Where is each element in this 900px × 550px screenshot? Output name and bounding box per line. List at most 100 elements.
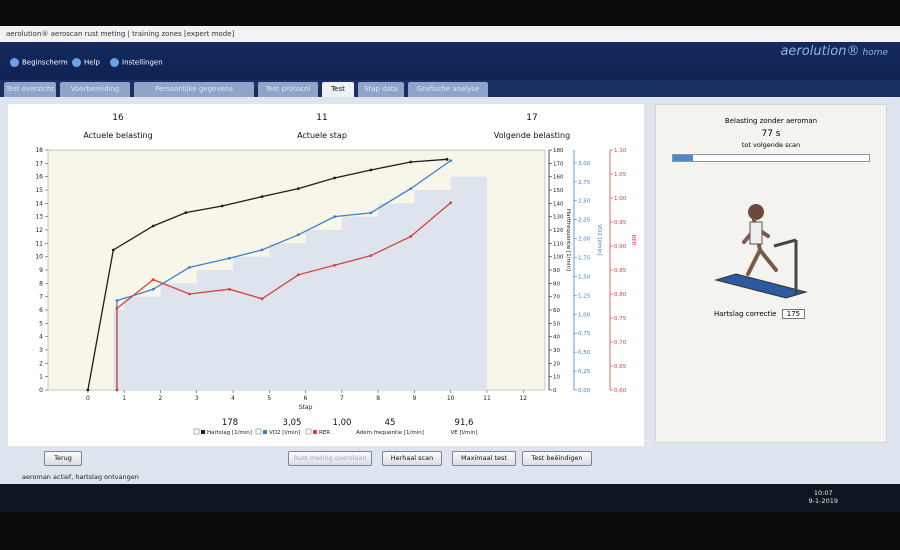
load-step <box>113 310 125 390</box>
button[interactable]: Maximaal test <box>452 451 516 466</box>
series-point <box>369 254 373 257</box>
axis-tick-label: 0,50 <box>578 350 591 356</box>
series-point <box>220 204 224 208</box>
x-tick-label: 11 <box>483 395 491 402</box>
axis-tick-label: 120 <box>553 228 564 234</box>
y-tick-label: 12 <box>35 227 43 234</box>
tab[interactable]: Test overzicht <box>4 82 56 97</box>
button[interactable]: Herhaal scan <box>382 451 442 466</box>
y-tick-label: 13 <box>35 214 43 221</box>
y-tick-label: 1 <box>39 374 43 381</box>
hr-correction-input[interactable]: 175 <box>781 309 806 319</box>
panel-title: Belasting zonder aeroman <box>724 117 818 125</box>
y-tick-label: 5 <box>39 320 43 327</box>
stat-value: 17 <box>526 113 538 123</box>
y-tick-label: 4 <box>39 334 43 341</box>
stat: 16 Actuele belasting <box>58 113 178 140</box>
series-point <box>296 233 300 237</box>
tab[interactable]: Voorbereiding <box>60 82 130 97</box>
axis-tick-label: 1,00 <box>614 196 627 202</box>
y-tick-label: 0 <box>39 387 43 394</box>
y-tick-label: 6 <box>39 307 43 314</box>
y-tick-label: 3 <box>39 347 43 354</box>
axis-tick-label: 3,00 <box>578 161 591 167</box>
series-point <box>409 187 413 191</box>
y-tick-label: 15 <box>35 187 43 194</box>
button[interactable]: Terug <box>44 451 82 466</box>
axis-tick-label: 2,00 <box>578 237 591 243</box>
toolbar-settings[interactable]: Instellingen <box>110 58 163 67</box>
tab[interactable]: Stap data <box>358 82 404 97</box>
toolbar-beginscherm[interactable]: Beginscherm <box>10 58 68 67</box>
y-tick-label: 16 <box>35 174 43 181</box>
stat-value: 11 <box>316 113 328 123</box>
readout-value: 1,00 <box>333 418 352 428</box>
load-step <box>378 203 415 390</box>
series-point <box>227 287 231 291</box>
readout-value: 91,6 <box>455 418 474 428</box>
axis-tick-label: 2,75 <box>578 180 591 186</box>
axis-tick-label: 0 <box>553 388 557 394</box>
series-point <box>449 201 453 205</box>
brand-suffix: home <box>862 48 888 58</box>
clock: 10:07 9-1-2019 <box>808 489 838 505</box>
series-point <box>151 224 155 228</box>
x-tick-label: 3 <box>195 395 199 402</box>
load-step <box>341 216 379 390</box>
series-point <box>369 168 373 172</box>
series-point <box>151 287 155 291</box>
series-point <box>333 176 336 180</box>
series-point <box>409 235 413 238</box>
series-point <box>115 299 119 303</box>
window-title: aerolution® aeroscan rust meting | train… <box>0 26 900 42</box>
axis-label: Hartfrequentie [1/min] <box>565 209 571 271</box>
load-step <box>233 256 270 390</box>
stat-label: Volgende belasting <box>493 131 571 140</box>
x-tick-label: 9 <box>412 395 416 402</box>
readout-value: 45 <box>385 418 396 428</box>
tab[interactable]: Grafische analyse <box>408 82 488 97</box>
tab-active[interactable]: Test <box>322 82 354 97</box>
x-tick-label: 2 <box>159 395 163 402</box>
y-tick-label: 7 <box>39 294 43 301</box>
button[interactable]: Test beëindigen <box>522 451 592 466</box>
countdown: 77 s <box>761 129 781 139</box>
y-tick-label: 18 <box>35 147 43 154</box>
axis-tick-label: 0,70 <box>614 340 627 346</box>
axis-tick-label: 60 <box>553 308 560 314</box>
axis-tick-label: 0,85 <box>614 268 627 274</box>
brand: aerolution® home <box>780 44 888 59</box>
y-tick-label: 10 <box>35 254 43 261</box>
axis-tick-label: 100 <box>553 255 564 261</box>
legend-label: VO2 [l/min] <box>269 430 300 436</box>
axis-tick-label: 10 <box>553 375 560 381</box>
axis-tick-label: 90 <box>553 268 560 274</box>
load-step <box>124 296 161 390</box>
toolbar-help[interactable]: Help <box>72 58 100 67</box>
axis-label: VO2 [l/min] <box>596 224 602 255</box>
series-point <box>188 265 191 269</box>
label: Instellingen <box>122 58 163 67</box>
legend-checkbox <box>193 428 200 435</box>
y-tick-label: 8 <box>39 280 43 287</box>
axis-tick-label: 1,25 <box>578 293 591 299</box>
load-step <box>269 243 306 390</box>
tab[interactable]: Test protocol <box>258 82 318 97</box>
x-tick-label: 4 <box>231 395 235 402</box>
label: Help <box>84 58 100 67</box>
axis-tick-label: 2,25 <box>578 218 591 224</box>
legend-label: Hartslag [1/min] <box>207 430 252 436</box>
series-point <box>184 211 188 215</box>
series-point <box>260 195 264 199</box>
x-tick-label: 10 <box>447 395 455 402</box>
legend-checkbox <box>255 428 262 435</box>
load-step <box>414 190 451 390</box>
axis-tick-label: 0,75 <box>578 331 591 337</box>
x-tick-label: 5 <box>267 395 271 402</box>
x-tick-label: 1 <box>122 395 126 402</box>
y-tick-label: 11 <box>35 240 43 247</box>
axis-tick-label: 0,90 <box>614 244 627 250</box>
y-tick-label: 2 <box>39 360 43 367</box>
header <box>0 42 900 80</box>
readout-label: VE [l/min] <box>450 430 477 436</box>
